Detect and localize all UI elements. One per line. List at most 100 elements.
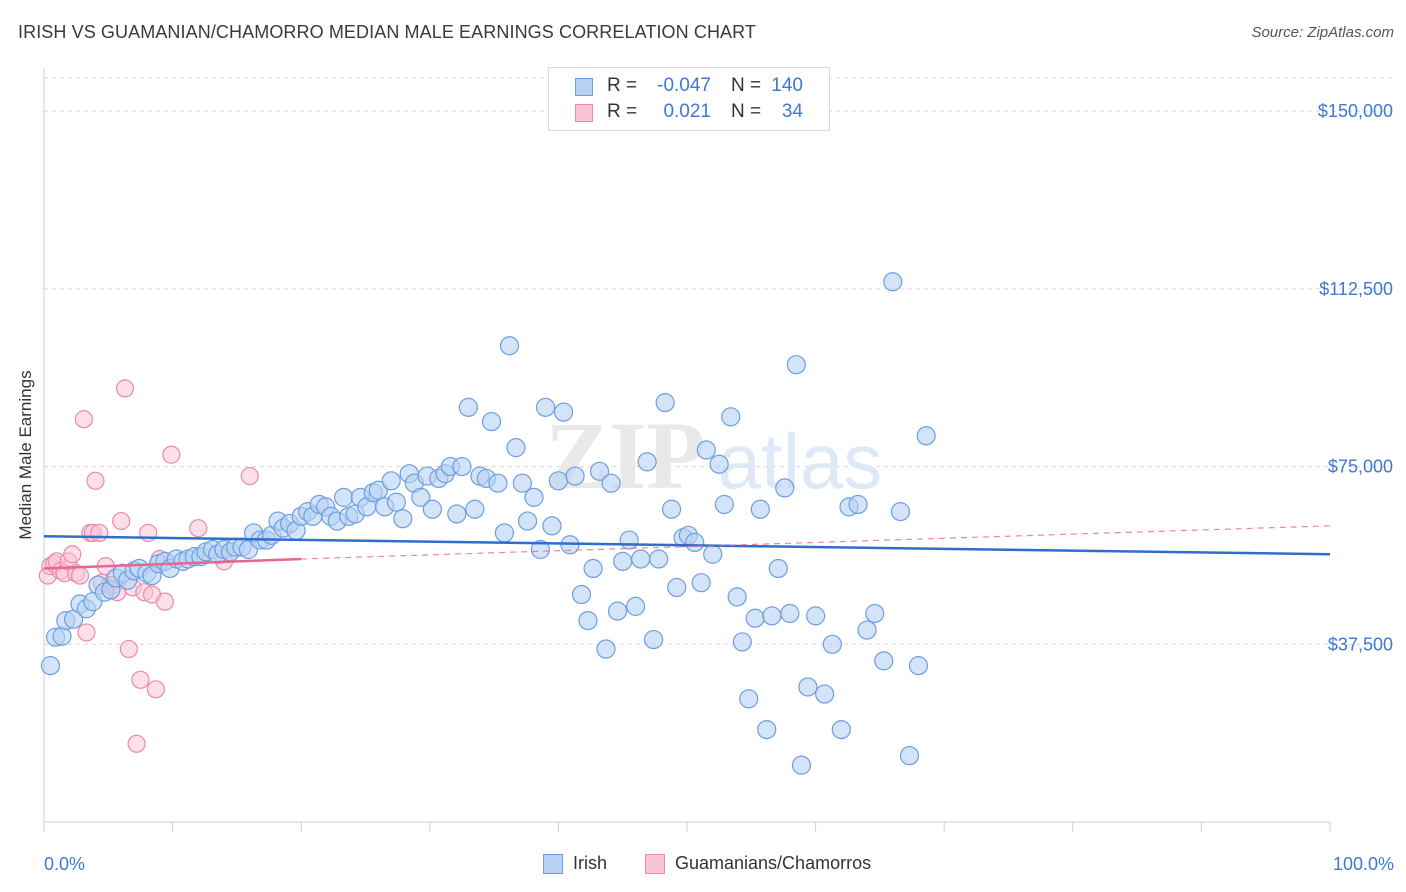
irish-point <box>916 426 936 446</box>
irish-point <box>530 539 550 560</box>
irish-point <box>696 440 716 460</box>
irish-point <box>775 478 795 498</box>
irish-point <box>571 584 592 605</box>
irish-point <box>488 473 508 493</box>
irish-point <box>524 487 544 507</box>
bottom-legend-swatch-guamanian <box>645 854 665 874</box>
guamanian-point <box>155 592 174 611</box>
x-tick-label: 100.0% <box>1333 854 1394 874</box>
irish-point <box>709 454 729 474</box>
irish-point <box>899 746 920 766</box>
irish-point <box>542 516 562 536</box>
irish-point <box>481 411 502 432</box>
irish-point <box>458 397 478 417</box>
guamanian-point <box>90 523 109 543</box>
irish-point <box>874 651 894 671</box>
irish-point <box>386 492 406 512</box>
irish-trend-line <box>43 534 1331 556</box>
legend-r-value-irish: -0.047 <box>657 75 711 96</box>
guamanian-point <box>127 734 146 753</box>
guamanian-point <box>74 410 93 429</box>
y-tick-label: $75,000 <box>1328 457 1393 477</box>
irish-point <box>565 466 585 486</box>
irish-point <box>613 551 633 571</box>
irish-point <box>908 656 929 676</box>
irish-point <box>649 549 669 569</box>
guamanian-point <box>189 519 208 538</box>
irish-point <box>578 610 598 631</box>
guamanian-point <box>70 566 90 585</box>
bottom-legend-label-irish: Irish <box>573 853 608 873</box>
irish-point <box>447 504 467 524</box>
legend-r-label: R = <box>607 101 638 122</box>
guamanian-point <box>115 379 135 398</box>
legend-row-guamanian: R = 0.021 N = 34 <box>549 101 829 127</box>
legend-n-value-irish: 140 <box>771 75 803 96</box>
guamanian-point <box>77 623 96 642</box>
irish-point <box>368 480 388 500</box>
guamanian-point <box>63 545 82 564</box>
irish-point <box>815 684 835 704</box>
irish-points <box>40 272 936 775</box>
irish-point <box>745 608 765 628</box>
guamanian-point <box>146 680 165 699</box>
legend-swatch-irish <box>575 78 593 96</box>
irish-point <box>517 511 538 531</box>
irish-point <box>780 603 800 624</box>
source-credit: Source: ZipAtlas.com <box>1251 24 1394 41</box>
bottom-legend-label-guamanian: Guamanians/Chamorros <box>675 853 872 873</box>
watermark-atlas: atlas <box>718 417 883 505</box>
irish-point <box>494 523 514 543</box>
y-tick-label: $150,000 <box>1318 101 1393 121</box>
irish-point <box>535 397 556 417</box>
chart-title: IRISH VS GUAMANIAN/CHAMORRO MEDIAN MALE … <box>18 22 757 42</box>
irish-point <box>643 629 664 650</box>
irish-point <box>452 456 472 477</box>
irish-point <box>637 452 657 472</box>
irish-point <box>732 632 752 652</box>
irish-point <box>512 473 532 493</box>
guamanian-point <box>119 639 138 659</box>
irish-point <box>890 502 911 522</box>
irish-point <box>768 558 788 579</box>
bottom-legend-swatch-irish <box>543 854 563 874</box>
y-tick-label: $37,500 <box>1328 634 1393 654</box>
watermark: ZIP atlas <box>545 402 882 509</box>
irish-point <box>589 461 610 481</box>
y-tick-label: $112,500 <box>1319 279 1393 299</box>
x-tick-label: 0.0% <box>44 854 85 874</box>
legend-n-label: N = <box>731 75 762 96</box>
irish-point <box>805 606 826 626</box>
guamanian-point <box>162 445 181 464</box>
irish-point <box>411 487 431 507</box>
legend-n-label: N = <box>731 101 762 122</box>
irish-point <box>685 532 705 553</box>
irish-point <box>499 336 520 356</box>
watermark-zip: ZIP <box>545 402 705 509</box>
irish-point <box>506 438 526 458</box>
irish-point <box>583 558 603 579</box>
legend-r-value-guamanian: 0.021 <box>663 101 711 122</box>
irish-point <box>393 509 413 529</box>
irish-point <box>831 719 851 740</box>
irish-point <box>667 577 687 598</box>
irish-point <box>631 549 651 569</box>
irish-point <box>661 499 682 519</box>
irish-point <box>762 606 782 626</box>
legend-r-label: R = <box>607 75 638 96</box>
guamanian-point <box>131 670 150 689</box>
guamanian-trend-line <box>43 557 302 570</box>
irish-point <box>619 530 639 550</box>
irish-point <box>381 471 401 491</box>
irish-point <box>465 499 485 519</box>
irish-point <box>786 355 806 375</box>
irish-point <box>334 487 354 507</box>
legend-n-value-guamanian: 34 <box>781 101 803 122</box>
irish-point <box>757 719 777 740</box>
guamanian-point <box>86 471 105 490</box>
irish-point <box>848 494 868 515</box>
irish-point <box>691 573 711 593</box>
guamanian-point <box>112 511 131 531</box>
irish-point <box>52 626 72 646</box>
